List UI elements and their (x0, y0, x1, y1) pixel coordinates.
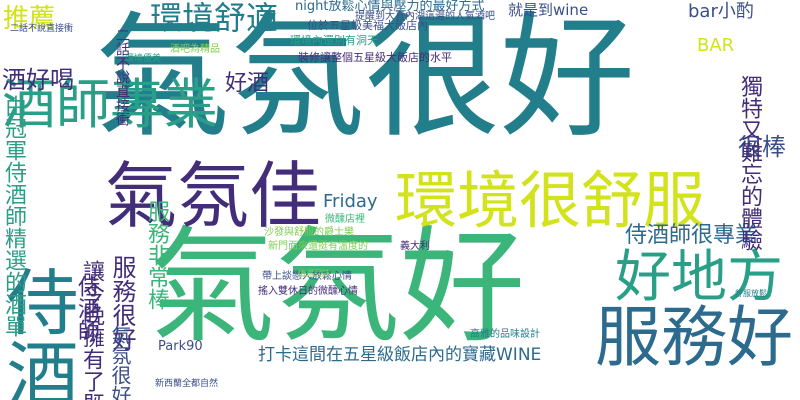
word-small-2: 提醒到大直內湖這邊的人氣酒吧 (355, 11, 495, 22)
word-jiushi-zhuanye: 酒師專業 (2, 73, 218, 136)
word-bar: BAR (697, 35, 735, 56)
word-small-12: 義大利 (400, 241, 430, 252)
word-small-11: 微醺店裡 (325, 214, 365, 225)
word-qifen-jia: 氣氛佳 (105, 154, 322, 238)
word-haojiu: 好酒 (225, 71, 270, 96)
word-small-10: 環境優美 (125, 54, 162, 64)
word-friday: Friday (323, 191, 378, 212)
word-dute-tiyan: 獨特又難忘的體驗 (737, 75, 762, 251)
word-qifen-henhao: 氣氛很好 (95, 0, 635, 156)
word-shijiushi: 侍酒師 (0, 265, 78, 400)
word-night-fangsong: night放鬆心情與壓力的最好方式 (295, 0, 485, 14)
word-park90: Park90 (158, 339, 203, 354)
word-small-17: 值得回訪 (298, 269, 330, 278)
word-shijiushi-hen-zhuanye: 侍酒師很專業 (625, 223, 758, 248)
word-small-13: 高雅的品味設計 (470, 329, 540, 340)
word-qifen-henhao-small: 氣氛很好 (108, 325, 132, 400)
word-small-7: 帶上談戀人放鬆心情 (262, 271, 352, 282)
word-small-9: 酒吧為精品 (170, 44, 220, 55)
word-small-16: 舒服放鬆 (735, 289, 767, 298)
word-small-6: 新門面來還挺有溫度的 (268, 241, 368, 252)
word-small-14: 新西蘭全都自然 (155, 379, 219, 389)
word-daka-zhejian: 打卡這間在五星級飯店內的寶藏WINE (258, 345, 542, 365)
word-guanjun-jiudan: 由冠軍侍酒師精選的酒單 (1, 95, 26, 337)
word-hao-difang: 好地方 (615, 245, 783, 310)
word-jiushi-dao-wine: 就是到wine (508, 1, 589, 19)
word-huanjing-hen-shufu: 環境很舒服 (395, 164, 706, 237)
word-jinwan-zhuanye: 讓今晚擁有了既專業 (79, 260, 104, 400)
word-small-5: 沙發與舒服的爵士樂 (264, 227, 354, 238)
word-small-4: 裝修讓整個五星級大飯店的水平 (298, 51, 452, 64)
word-small-8: 搖入雙休日的微醺心情 (258, 286, 358, 297)
word-small-15: 二話不說直接衝 (10, 24, 74, 34)
word-tuijian: 推薦 (3, 4, 56, 34)
word-bar-xiaozhuo: bar小酌 (688, 1, 754, 22)
word-fuwu-hao: 服務好 (595, 299, 793, 376)
word-small-1: 位於五星級美福大飯店內 (307, 19, 428, 32)
word-jiu-haohe: 酒好喝 (2, 66, 74, 94)
word-henbang: 很棒 (738, 133, 786, 161)
word-fuwu-henhao: 服務很好 (108, 255, 136, 351)
word-shijiushi-small: 侍酒師 (74, 275, 99, 341)
word-qifen-hao: 氣氛好 (150, 215, 525, 360)
word-fuwu-feichang-bang: 服務非常棒 (144, 200, 169, 310)
word-zhijie-chong: 二話不說直接衝 (114, 28, 130, 126)
word-huanjing-shushi: 環境舒適 (150, 0, 279, 37)
word-small-3: 環境內還別有洞天 (290, 34, 378, 47)
